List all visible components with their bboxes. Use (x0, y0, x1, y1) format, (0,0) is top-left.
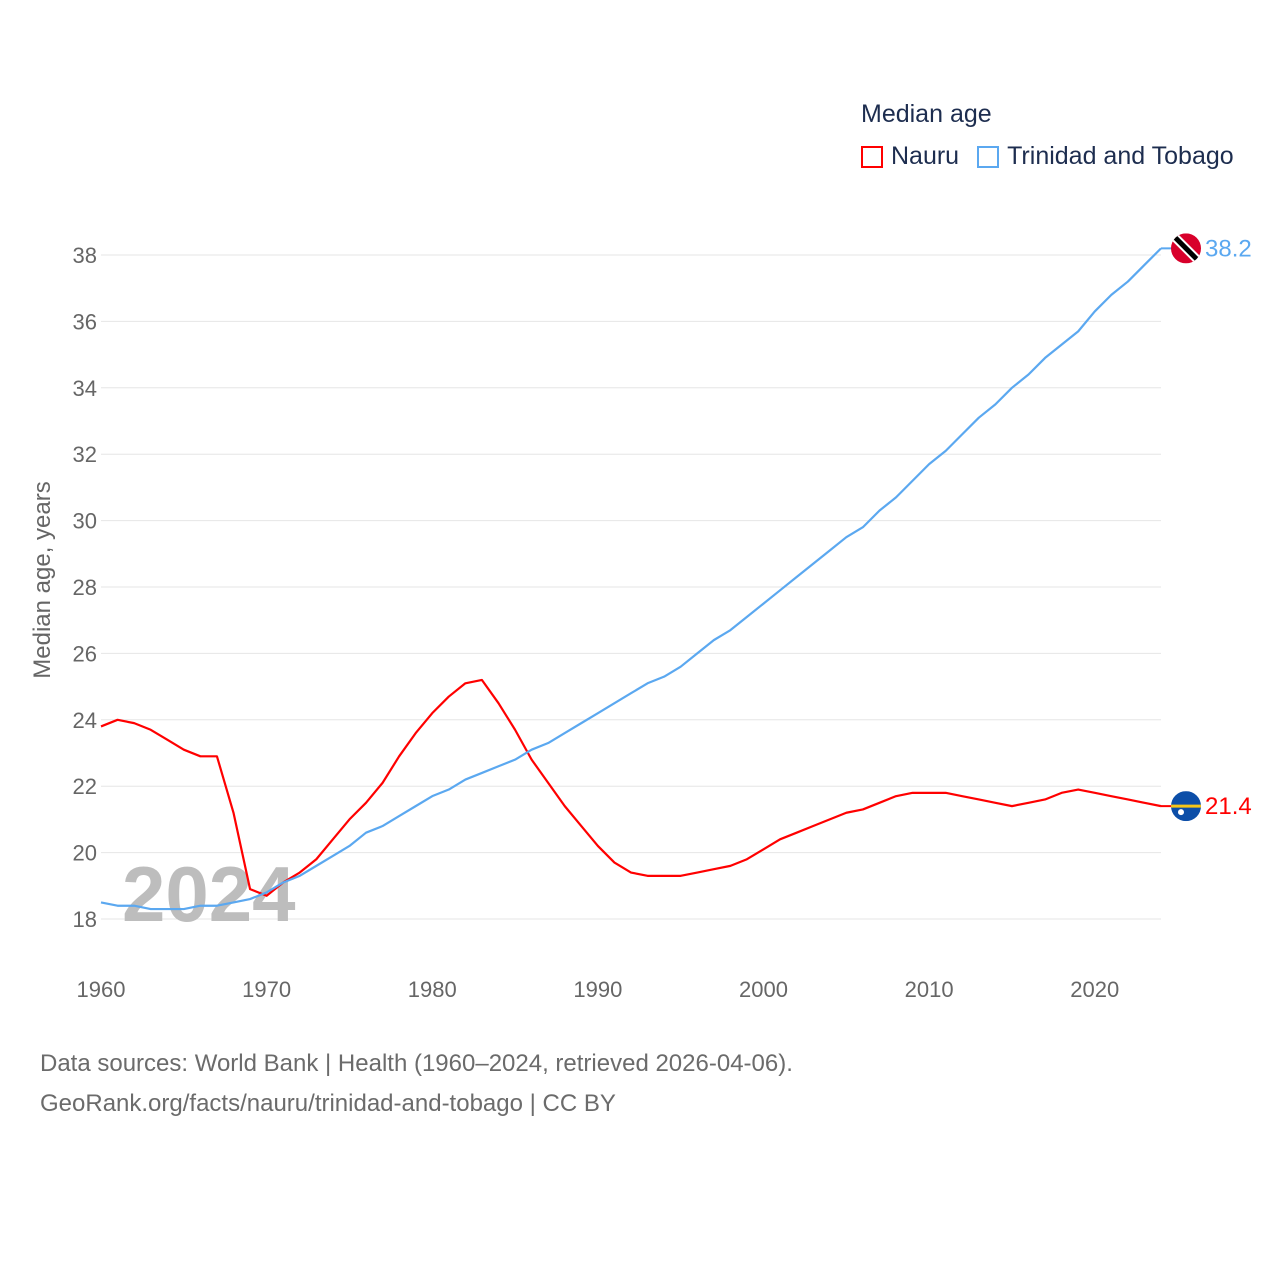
y-tick-label: 18 (73, 907, 97, 932)
x-tick-label: 1980 (408, 977, 457, 1002)
x-tick-label: 1990 (573, 977, 622, 1002)
source-link[interactable]: GeoRank.org/facts/nauru/trinidad-and-tob… (40, 1090, 616, 1117)
y-axis-label: Median age, years (29, 481, 56, 678)
x-tick-label: 2000 (739, 977, 788, 1002)
y-tick-label: 34 (73, 376, 97, 401)
legend-swatch-nauru (861, 145, 883, 168)
flag-star (1178, 809, 1184, 816)
legend-label: Trinidad and Tobago (1007, 142, 1234, 170)
y-tick-label: 24 (73, 708, 97, 733)
flag-stripe-black (1171, 233, 1201, 264)
y-tick-label: 38 (73, 243, 97, 268)
y-tick-label: 30 (73, 509, 97, 534)
legend-title: Median age (861, 100, 992, 128)
source-note: Data sources: World Bank | Health (1960–… (40, 1044, 793, 1124)
x-tick-label: 1970 (242, 977, 291, 1002)
legend-item-trinidad-and-tobago[interactable]: Trinidad and Tobago (977, 142, 1234, 171)
end-value-label: 38.2 (1205, 235, 1252, 262)
legend-swatch-trinidad (977, 145, 1000, 168)
legend-item-nauru[interactable]: Nauru (861, 142, 959, 171)
series-line-trinidad-and-tobago (100, 247, 1162, 911)
y-tick-label: 32 (73, 442, 97, 467)
source-line: Data sources: World Bank | Health (1960–… (40, 1050, 793, 1077)
flag-stripe (1171, 804, 1201, 808)
y-tick-label: 26 (73, 641, 97, 666)
trinidad-flag-icon (1171, 233, 1201, 264)
y-tick-label: 28 (73, 575, 97, 600)
y-tick-label: 36 (73, 309, 97, 334)
legend-label: Nauru (891, 142, 960, 170)
y-tick-label: 20 (73, 841, 97, 866)
end-value-label: 21.4 (1205, 793, 1252, 820)
y-tick-label: 22 (73, 774, 97, 799)
year-watermark: 2024 (122, 850, 296, 938)
x-tick-label: 2010 (905, 977, 954, 1002)
nauru-flag-icon (1171, 791, 1201, 822)
x-tick-label: 1960 (77, 977, 126, 1002)
x-tick-label: 2020 (1070, 977, 1119, 1002)
legend: Nauru Trinidad and Tobago (861, 142, 1252, 171)
